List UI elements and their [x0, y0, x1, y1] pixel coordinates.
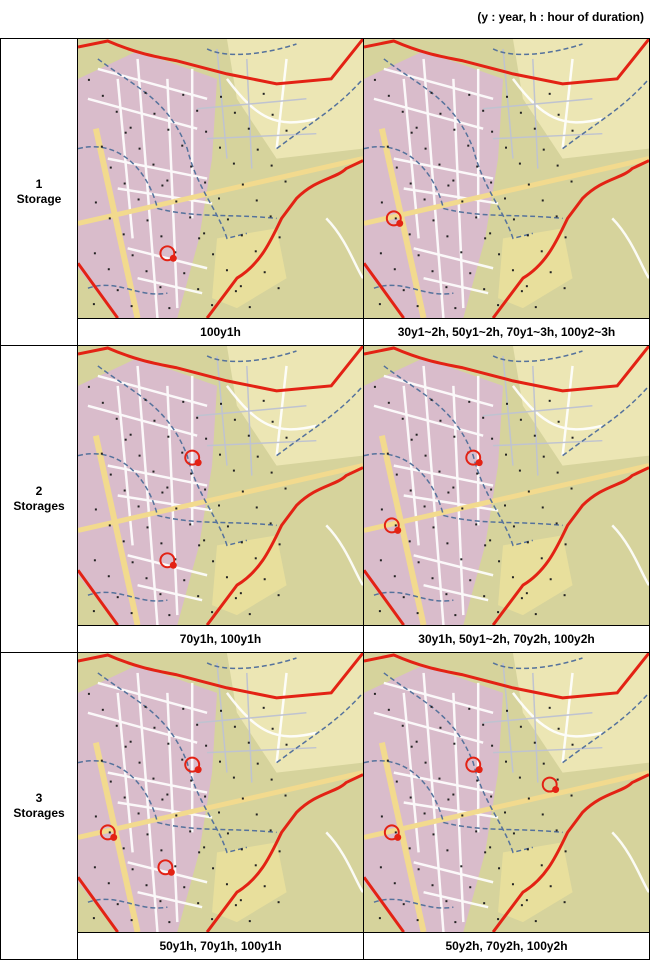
row-label: 1 Storage [1, 39, 78, 346]
map [78, 39, 363, 320]
map [364, 39, 649, 320]
caption: 70y1h, 100y1h [179, 632, 262, 647]
caption: 30y1~2h, 50y1~2h, 70y1~3h, 100y2~3h [397, 325, 616, 340]
note: (y : year, h : hour of duration) [477, 10, 644, 24]
table-row: 2 Storages 70y1h, 100y1h 30y1h, 50y1~2h [1, 346, 650, 653]
map-cell: 50y1h, 70y1h, 100y1h [78, 653, 364, 960]
map-cell: 30y1~2h, 50y1~2h, 70y1~3h, 100y2~3h [364, 39, 650, 346]
storage-unit: Storage [16, 192, 62, 206]
caption: 50y1h, 70y1h, 100y1h [159, 939, 282, 954]
map-cell: 70y1h, 100y1h [78, 346, 364, 653]
map [78, 653, 363, 934]
storage-unit: Storages [13, 499, 65, 513]
caption: 100y1h [200, 325, 241, 340]
storage-count: 3 [35, 791, 43, 805]
map [78, 346, 363, 627]
storage-count: 2 [35, 484, 43, 498]
table-row: 3 Storages 50y1h, 70y1h, 100y1h 50y2h, [1, 653, 650, 960]
storage-unit: Storages [13, 806, 65, 820]
storage-count: 1 [35, 177, 43, 191]
caption: 50y2h, 70y2h, 100y2h [445, 939, 568, 954]
caption: 30y1h, 50y1~2h, 70y2h, 100y2h [418, 632, 595, 647]
map-cell: 50y2h, 70y2h, 100y2h [364, 653, 650, 960]
row-label: 3 Storages [1, 653, 78, 960]
map-cell: 30y1h, 50y1~2h, 70y2h, 100y2h [364, 346, 650, 653]
row-label: 2 Storages [1, 346, 78, 653]
figure-table: 1 Storage 100y1h 30y1~2h, 50y1~2h, 70y1 [0, 38, 650, 960]
map-cell: 100y1h [78, 39, 364, 346]
map [364, 653, 649, 934]
table-row: 1 Storage 100y1h 30y1~2h, 50y1~2h, 70y1 [1, 39, 650, 346]
map [364, 346, 649, 627]
